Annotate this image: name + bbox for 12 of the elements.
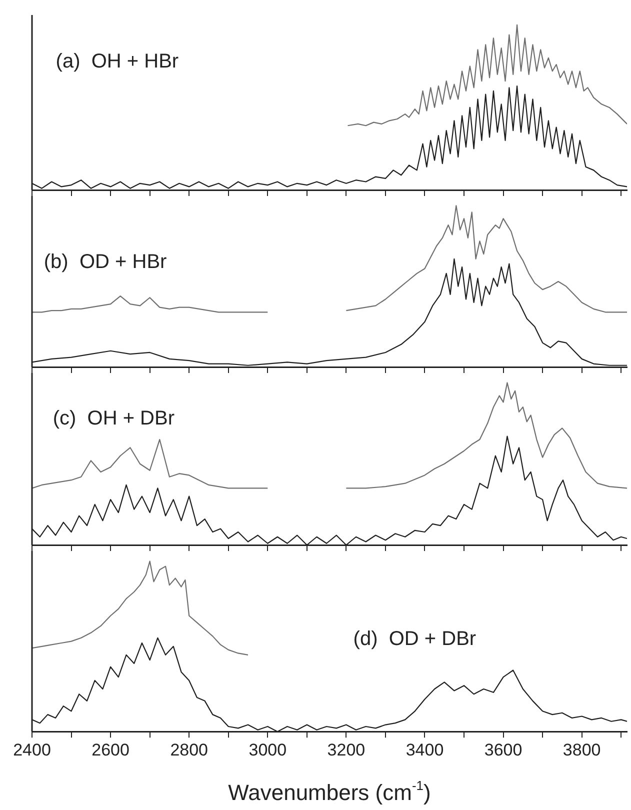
x-tick-label: 2600 <box>92 740 130 760</box>
text: (a) OH + HBr <box>56 50 179 72</box>
text: (c) OH + DBr <box>52 408 175 430</box>
text: (d) OD + DBr <box>353 628 476 650</box>
x-tick-label: 2400 <box>13 740 51 760</box>
x-tick-label: 3600 <box>484 740 522 760</box>
text: (b) OD + HBr <box>44 250 168 273</box>
x-tick-label: 3000 <box>248 740 287 760</box>
x-tick-label: 2800 <box>170 740 208 760</box>
x-tick-label: 3800 <box>562 740 601 760</box>
x-tick-label: 3200 <box>327 740 366 760</box>
x-tick-label: 3400 <box>406 740 444 760</box>
